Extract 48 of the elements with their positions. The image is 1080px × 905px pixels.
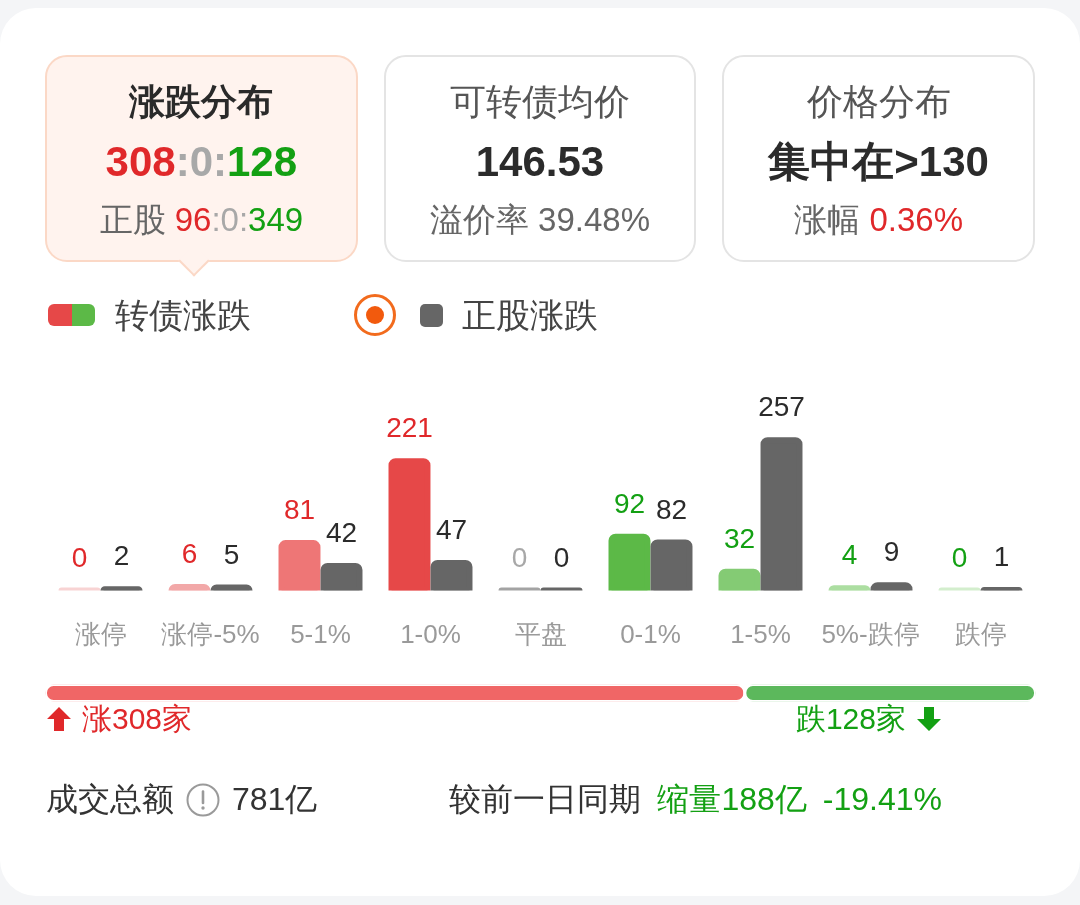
data-label: 4 (841, 539, 858, 571)
x-tick-label: 平盘 (514, 618, 567, 649)
legend-label: 正股涨跌 (462, 294, 598, 336)
x-tick-label: 涨停 (74, 618, 127, 649)
data-label: 5 (223, 538, 240, 570)
data-label: 92 (613, 487, 646, 519)
legend-label: 转债涨跌 (115, 294, 251, 336)
x-tick-label: 1-0% (400, 618, 461, 649)
data-label: 2 (113, 540, 130, 572)
text: 146.53 (475, 138, 605, 185)
text: 正股 (99, 201, 166, 238)
data-label: 0 (71, 541, 88, 573)
data-label: 32 (723, 522, 756, 554)
text: 308:0:128 (105, 138, 298, 185)
x-tick-label: 涨停-5% (161, 618, 260, 649)
x-tick-label: 5-1% (290, 618, 351, 649)
data-label: 82 (655, 493, 688, 525)
text: 集中在>130 (768, 138, 989, 185)
x-tick-label: 跌停 (954, 618, 1007, 649)
data-label: 0 (951, 541, 968, 573)
data-label: 47 (435, 514, 468, 546)
data-label: 0 (553, 541, 570, 573)
data-label: 跌128家 (795, 702, 906, 735)
data-label: 1 (993, 540, 1010, 572)
text: 涨幅 (794, 201, 861, 238)
data-label: 9 (883, 536, 900, 568)
text: 较前一日同期 (449, 780, 642, 820)
data-label: 81 (283, 494, 316, 526)
text: 缩量188亿 (657, 780, 807, 820)
text: 可转债均价 (449, 80, 631, 124)
text: 781亿 (232, 780, 318, 820)
text: 价格分布 (805, 80, 952, 124)
data-label: 涨308家 (82, 702, 193, 735)
data-label: 221 (386, 412, 433, 444)
x-tick-label: 0-1% (620, 618, 681, 649)
x-tick-label: 5%-跌停 (821, 618, 920, 649)
data-label: 0 (511, 541, 528, 573)
x-tick-label: 1-5% (730, 618, 791, 649)
data-label: 257 (758, 391, 805, 423)
data-label: 6 (181, 537, 198, 569)
text: 溢价率 (429, 201, 529, 238)
text: -19.41% (822, 780, 942, 820)
text: 39.48% (538, 201, 651, 238)
text: 成交总额 (46, 780, 174, 820)
text: 0.36% (869, 201, 964, 238)
text: 涨跌分布 (128, 80, 275, 124)
text: 96:0:349 (174, 201, 304, 238)
data-label: 42 (325, 516, 358, 548)
